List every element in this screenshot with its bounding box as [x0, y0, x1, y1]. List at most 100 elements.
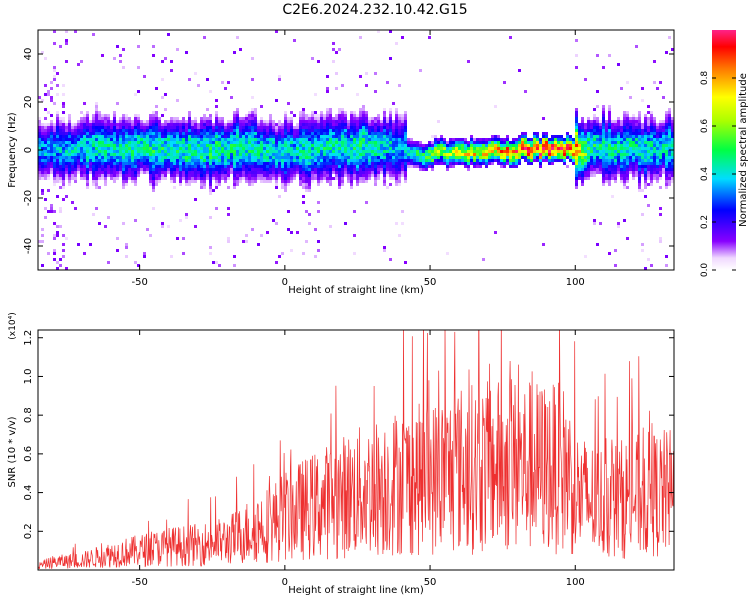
- heatmap-cell: [659, 168, 662, 171]
- heatmap-cell: [89, 165, 92, 168]
- heatmap-cell: [161, 159, 164, 162]
- heatmap-cell: [224, 87, 227, 90]
- heatmap-cell: [131, 180, 134, 183]
- heatmap-cell: [515, 150, 518, 153]
- heatmap-cell: [293, 114, 296, 117]
- heatmap-cell: [533, 156, 536, 159]
- heatmap-cell: [560, 141, 563, 144]
- heatmap-cell: [341, 84, 344, 87]
- heatmap-cell: [620, 147, 623, 150]
- heatmap-cell: [353, 153, 356, 156]
- heatmap-cell: [383, 144, 386, 147]
- heatmap-cell: [41, 162, 44, 165]
- heatmap-cell: [95, 102, 98, 105]
- heatmap-cell: [395, 162, 398, 165]
- heatmap-cell: [611, 129, 614, 132]
- heatmap-cell: [614, 129, 617, 132]
- heatmap-cell: [209, 141, 212, 144]
- heatmap-cell: [269, 135, 272, 138]
- heatmap-cell: [581, 177, 584, 180]
- heatmap-cell: [128, 123, 131, 126]
- heatmap-cell: [380, 135, 383, 138]
- heatmap-cell: [668, 150, 671, 153]
- heatmap-cell: [326, 108, 329, 111]
- heatmap-cell: [338, 117, 341, 120]
- heatmap-cell: [125, 162, 128, 165]
- heatmap-cell: [41, 228, 44, 231]
- heatmap-cell: [362, 177, 365, 180]
- heatmap-cell: [602, 144, 605, 147]
- heatmap-cell: [71, 162, 74, 165]
- heatmap-cell: [644, 186, 647, 189]
- heatmap-cell: [314, 177, 317, 180]
- heatmap-cell: [599, 171, 602, 174]
- heatmap-cell: [176, 48, 179, 51]
- heatmap-cell: [167, 144, 170, 147]
- heatmap-cell: [596, 150, 599, 153]
- heatmap-cell: [395, 129, 398, 132]
- heatmap-cell: [392, 153, 395, 156]
- heatmap-cell: [56, 72, 59, 75]
- heatmap-cell: [227, 174, 230, 177]
- heatmap-cell: [83, 171, 86, 174]
- heatmap-cell: [206, 162, 209, 165]
- heatmap-cell: [80, 168, 83, 171]
- heatmap-cell: [245, 165, 248, 168]
- heatmap-cell: [77, 168, 80, 171]
- heatmap-cell: [206, 171, 209, 174]
- heatmap-cell: [614, 138, 617, 141]
- heatmap-cell: [641, 87, 644, 90]
- heatmap-cell: [212, 141, 215, 144]
- heatmap-cell: [533, 147, 536, 150]
- heatmap-cell: [335, 162, 338, 165]
- heatmap-cell: [350, 183, 353, 186]
- heatmap-cell: [575, 162, 578, 165]
- heatmap-cell: [308, 189, 311, 192]
- heatmap-cell: [353, 150, 356, 153]
- heatmap-cell: [284, 126, 287, 129]
- heatmap-cell: [515, 162, 518, 165]
- heatmap-cell: [275, 156, 278, 159]
- heatmap-cell: [233, 138, 236, 141]
- heatmap-cell: [302, 174, 305, 177]
- heatmap-cell: [197, 168, 200, 171]
- heatmap-cell: [614, 168, 617, 171]
- heatmap-cell: [200, 132, 203, 135]
- heatmap-cell: [137, 171, 140, 174]
- heatmap-cell: [302, 177, 305, 180]
- heatmap-cell: [503, 165, 506, 168]
- heatmap-cell: [626, 126, 629, 129]
- spectrogram-heatmap: [38, 30, 674, 270]
- heatmap-cell: [221, 150, 224, 153]
- heatmap-cell: [341, 168, 344, 171]
- heatmap-cell: [512, 150, 515, 153]
- heatmap-cell: [359, 162, 362, 165]
- heatmap-cell: [509, 159, 512, 162]
- heatmap-cell: [437, 153, 440, 156]
- heatmap-cell: [134, 126, 137, 129]
- heatmap-cell: [158, 147, 161, 150]
- heatmap-cell: [635, 174, 638, 177]
- heatmap-cell: [644, 114, 647, 117]
- heatmap-cell: [428, 141, 431, 144]
- heatmap-cell: [647, 120, 650, 123]
- heatmap-cell: [386, 117, 389, 120]
- heatmap-cell: [662, 168, 665, 171]
- heatmap-cell: [161, 144, 164, 147]
- heatmap-cell: [71, 132, 74, 135]
- heatmap-cell: [527, 153, 530, 156]
- heatmap-cell: [254, 123, 257, 126]
- heatmap-cell: [149, 159, 152, 162]
- heatmap-cell: [149, 126, 152, 129]
- heatmap-cell: [179, 144, 182, 147]
- heatmap-cell: [257, 123, 260, 126]
- heatmap-cell: [389, 153, 392, 156]
- heatmap-cell: [116, 162, 119, 165]
- heatmap-cell: [347, 174, 350, 177]
- heatmap-cell: [512, 156, 515, 159]
- heatmap-cell: [56, 267, 59, 270]
- heatmap-cell: [104, 144, 107, 147]
- heatmap-cell: [542, 243, 545, 246]
- heatmap-cell: [128, 132, 131, 135]
- heatmap-cell: [203, 120, 206, 123]
